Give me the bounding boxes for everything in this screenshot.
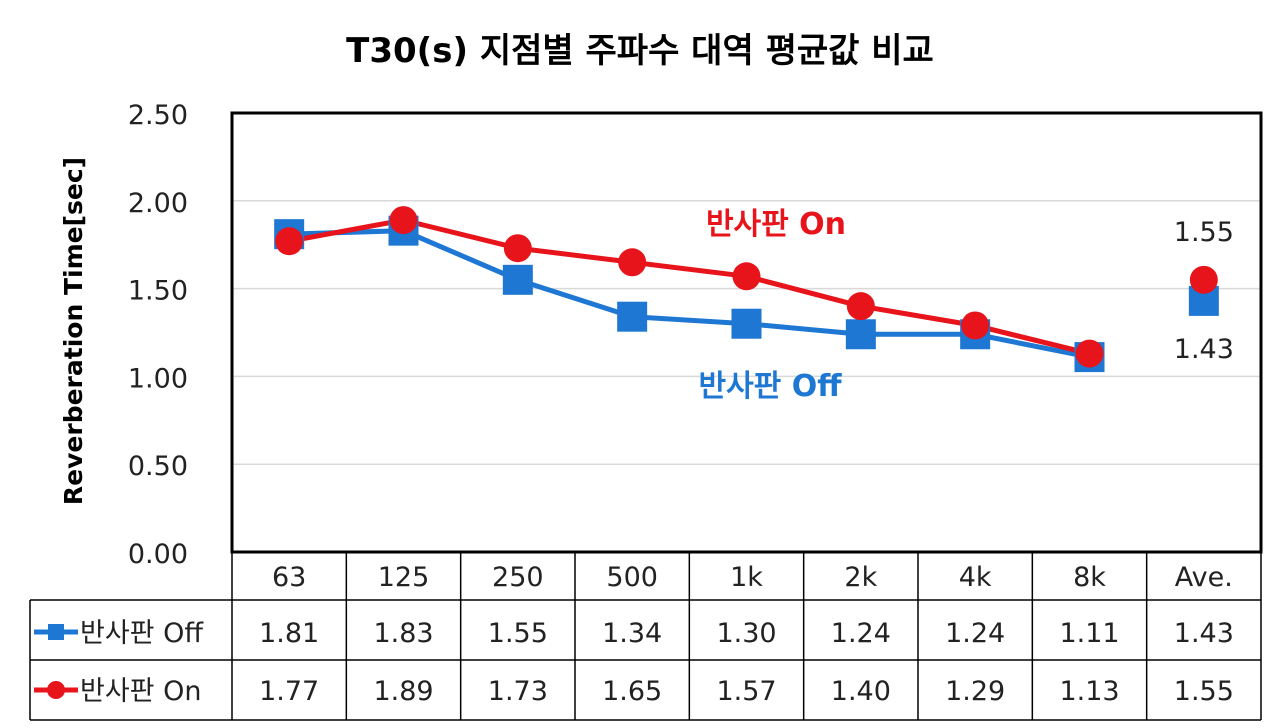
data-label: 1.30	[716, 618, 776, 649]
legend-series-name: 반사판 Off	[80, 618, 204, 649]
marker-circle	[1189, 265, 1218, 294]
data-label: 1.55	[488, 618, 548, 649]
data-label: 1.13	[1059, 676, 1119, 707]
marker-square	[502, 264, 533, 295]
data-label: 1.11	[1059, 618, 1119, 649]
ave-label-on: 1.55	[1174, 217, 1234, 248]
y-tick-label: 0.50	[128, 451, 188, 482]
data-table: 63 125 250 500 1k 2k 4k 8k Ave. 반사판 Off 1.81 1.83 1.…	[29, 551, 1262, 721]
legend-series-name: 반사판 On	[80, 676, 201, 707]
marker-square	[731, 308, 762, 339]
y-tick-label: 1.00	[128, 363, 188, 394]
ave-label-off: 1.43	[1174, 334, 1234, 365]
marker-circle	[732, 262, 761, 291]
legend-key-circle	[47, 681, 65, 699]
marker-circle	[275, 227, 304, 256]
data-label: 1.77	[259, 676, 319, 707]
data-label: 1.29	[945, 676, 1005, 707]
marker-circle	[618, 248, 647, 277]
y-tick-label: 0.00	[128, 539, 188, 570]
series-lines	[288, 217, 1091, 360]
x-tick-label: 1k	[730, 562, 763, 593]
annotation-off: 반사판 Off	[698, 369, 842, 404]
chart-title: T30(s) 지점별 주파수 대역 평균값 비교	[346, 31, 934, 71]
data-label: 1.24	[945, 618, 1005, 649]
data-label: 1.81	[259, 618, 319, 649]
x-tick-label: 8k	[1073, 562, 1106, 593]
data-label: 1.83	[373, 618, 433, 649]
y-tick-label: 2.00	[128, 188, 188, 219]
marker-circle	[846, 292, 875, 321]
y-axis-label: Reverberation Time[sec]	[59, 157, 88, 505]
y-tick-labels: 0.00 0.50 1.00 1.50 2.00 2.50	[128, 100, 188, 570]
data-label: 1.43	[1174, 618, 1234, 649]
x-tick-label: 63	[272, 562, 306, 593]
data-label: 1.55	[1174, 676, 1234, 707]
marker-circle	[503, 234, 532, 263]
marker-square	[617, 301, 648, 332]
x-tick-label: 4k	[959, 562, 992, 593]
data-label: 1.73	[488, 676, 548, 707]
y-tick-label: 2.50	[128, 100, 188, 131]
series-markers	[274, 206, 1219, 373]
data-label: 1.57	[716, 676, 776, 707]
marker-square	[845, 319, 876, 350]
data-label: 1.24	[831, 618, 891, 649]
x-tick-label: 500	[606, 562, 658, 593]
marker-circle	[389, 206, 418, 235]
legend-key-square	[48, 624, 64, 640]
data-label: 1.65	[602, 676, 662, 707]
data-label: 1.89	[373, 676, 433, 707]
marker-circle	[1075, 339, 1104, 368]
x-tick-label: 250	[492, 562, 544, 593]
marker-circle	[961, 311, 990, 340]
annotations: 반사판 On 반사판 Off 1.55 1.43	[698, 207, 1233, 404]
annotation-on: 반사판 On	[706, 207, 846, 242]
x-tick-label: Ave.	[1175, 562, 1233, 593]
x-tick-label: 2k	[844, 562, 877, 593]
series-line	[289, 228, 1090, 360]
series-line	[288, 217, 1091, 356]
x-tick-label: 125	[378, 562, 430, 593]
data-label: 1.40	[831, 676, 891, 707]
y-tick-label: 1.50	[128, 276, 188, 307]
data-label: 1.34	[602, 618, 662, 649]
